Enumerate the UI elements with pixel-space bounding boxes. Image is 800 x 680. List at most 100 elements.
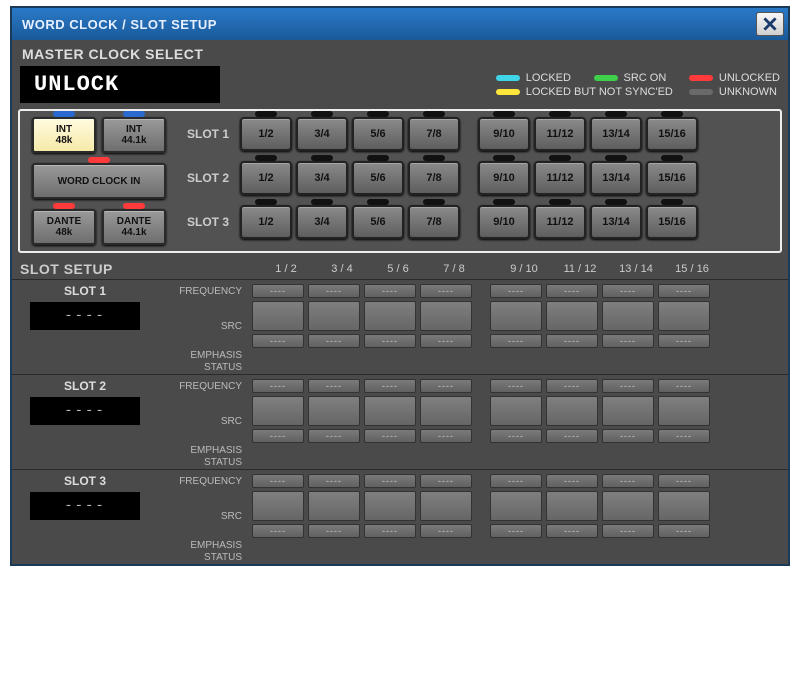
src-toggle[interactable]: [658, 396, 710, 426]
channel-button[interactable]: 9/10: [478, 117, 530, 151]
legend-locked-label: LOCKED: [526, 72, 571, 84]
src-toggle[interactable]: [308, 491, 360, 521]
value-cell: ----: [546, 474, 598, 488]
pill-unlocked: [689, 75, 713, 81]
close-button[interactable]: [756, 12, 784, 36]
src-toggle[interactable]: [658, 301, 710, 331]
channel-button[interactable]: 3/4: [296, 205, 348, 239]
channel-button[interactable]: 13/14: [590, 117, 642, 151]
setup-header-cell: 13 / 14: [610, 263, 662, 275]
dante-row: DANTE 48k DANTE 44.1k: [24, 209, 174, 245]
channel-button[interactable]: 1/2: [240, 205, 292, 239]
value-cell: ----: [252, 379, 304, 393]
value-cell: ----: [546, 379, 598, 393]
channel-button[interactable]: 13/14: [590, 205, 642, 239]
src-toggle[interactable]: [490, 301, 542, 331]
channel-label: 11/12: [547, 216, 574, 228]
src-toggle[interactable]: [308, 396, 360, 426]
channel-button[interactable]: 1/2: [240, 161, 292, 195]
dante-441k-button[interactable]: DANTE 44.1k: [102, 209, 166, 245]
src-toggle[interactable]: [658, 491, 710, 521]
led-icon: [53, 111, 75, 117]
src-toggle[interactable]: [546, 491, 598, 521]
src-toggle[interactable]: [420, 491, 472, 521]
legend-unlocked-label: UNLOCKED: [719, 72, 780, 84]
value-cell: ----: [490, 524, 542, 538]
slot-row-label: SLOT 3: [180, 215, 236, 229]
slot-info-display: ----: [30, 492, 140, 520]
channel-button[interactable]: 5/6: [352, 161, 404, 195]
channel-button[interactable]: 3/4: [296, 117, 348, 151]
wordclock-in-button[interactable]: WORD CLOCK IN: [32, 163, 166, 199]
led-icon: [423, 111, 445, 117]
led-icon: [255, 155, 277, 161]
dante-48k-button[interactable]: DANTE 48k: [32, 209, 96, 245]
int-441k-button[interactable]: INT 44.1k: [102, 117, 166, 153]
channel-button[interactable]: 5/6: [352, 117, 404, 151]
channel-button[interactable]: 9/10: [478, 205, 530, 239]
src-toggle[interactable]: [308, 301, 360, 331]
setup-header-cols: 1 / 23 / 45 / 67 / 89 / 1011 / 1213 / 14…: [260, 263, 780, 275]
value-cell: ----: [364, 429, 416, 443]
channel-button[interactable]: 7/8: [408, 117, 460, 151]
channel-button[interactable]: 11/12: [534, 205, 586, 239]
src-toggle[interactable]: [602, 396, 654, 426]
src-toggle[interactable]: [252, 396, 304, 426]
src-toggle[interactable]: [602, 301, 654, 331]
src-toggle[interactable]: [364, 301, 416, 331]
btn-line2: 48k: [56, 227, 73, 238]
src-toggle[interactable]: [546, 301, 598, 331]
src-toggle[interactable]: [420, 301, 472, 331]
channel-button[interactable]: 9/10: [478, 161, 530, 195]
channel-button[interactable]: 5/6: [352, 205, 404, 239]
channel-button[interactable]: 7/8: [408, 205, 460, 239]
channel-button[interactable]: 15/16: [646, 117, 698, 151]
slot-setup-header: SLOT SETUP 1 / 23 / 45 / 67 / 89 / 1011 …: [12, 259, 788, 279]
value-cell: ----: [252, 474, 304, 488]
src-toggle[interactable]: [364, 396, 416, 426]
src-toggle[interactable]: [252, 301, 304, 331]
value-cell: ----: [602, 379, 654, 393]
channel-label: 9/10: [493, 216, 514, 228]
channel-button[interactable]: 15/16: [646, 161, 698, 195]
value-cell: ----: [490, 334, 542, 348]
channel-button[interactable]: 15/16: [646, 205, 698, 239]
channel-label: 3/4: [314, 128, 329, 140]
channel-label: 9/10: [493, 172, 514, 184]
value-cell: ----: [364, 379, 416, 393]
led-icon: [311, 199, 333, 205]
value-cell: ----: [546, 334, 598, 348]
src-toggle[interactable]: [252, 491, 304, 521]
src-toggle[interactable]: [420, 396, 472, 426]
legend-locked: LOCKED: [496, 72, 578, 84]
int-48k-button[interactable]: INT 48k: [32, 117, 96, 153]
legend-unlocked: UNLOCKED: [689, 72, 780, 84]
src-toggle[interactable]: [490, 396, 542, 426]
value-cell: ----: [364, 524, 416, 538]
slot-name-label: SLOT 2: [64, 379, 106, 393]
led-icon: [493, 111, 515, 117]
value-cell: ----: [420, 334, 472, 348]
channel-button[interactable]: 1/2: [240, 117, 292, 151]
channel-button[interactable]: 11/12: [534, 161, 586, 195]
led-icon: [605, 155, 627, 161]
src-toggle[interactable]: [602, 491, 654, 521]
channel-label: 15/16: [658, 172, 686, 184]
channel-label: 1/2: [258, 128, 273, 140]
led-icon: [311, 155, 333, 161]
channel-label: 15/16: [658, 128, 686, 140]
channel-button[interactable]: 7/8: [408, 161, 460, 195]
src-toggle[interactable]: [364, 491, 416, 521]
value-row: --------------------------------: [252, 429, 780, 443]
value-cell: ----: [602, 474, 654, 488]
channel-button[interactable]: 13/14: [590, 161, 642, 195]
led-icon: [661, 199, 683, 205]
legend-nosync-label: LOCKED BUT NOT SYNC'ED: [526, 86, 673, 98]
legend-srcon-label: SRC ON: [624, 72, 667, 84]
channel-button[interactable]: 3/4: [296, 161, 348, 195]
value-cell: ----: [546, 284, 598, 298]
src-toggle[interactable]: [490, 491, 542, 521]
src-toggle[interactable]: [546, 396, 598, 426]
channel-button[interactable]: 11/12: [534, 117, 586, 151]
value-cell: ----: [490, 284, 542, 298]
